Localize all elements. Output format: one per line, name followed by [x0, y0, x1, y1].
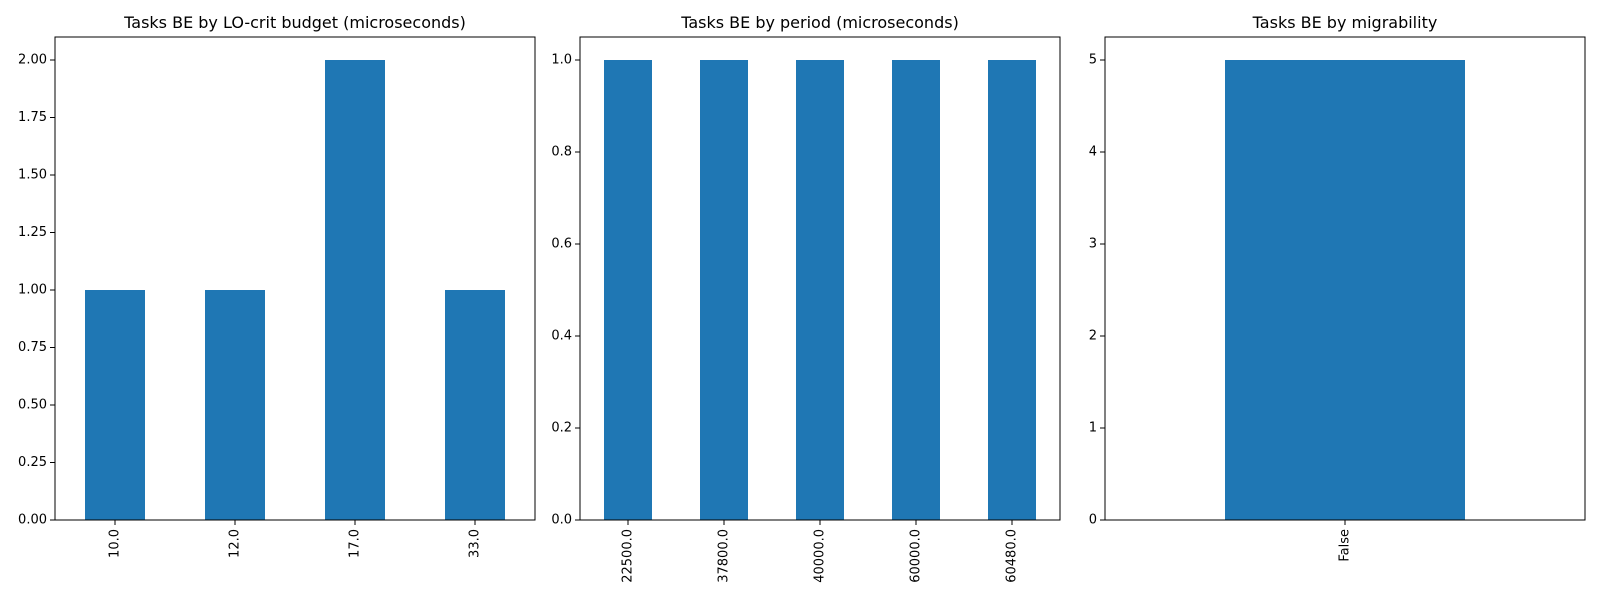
y-tick-label-period-5: 1.0 [551, 53, 572, 68]
y-tick-label-migrability-4: 4 [1089, 145, 1097, 160]
x-tick-label-migrability-0: False [1338, 529, 1353, 562]
x-axis-period: 22500.0 37800.0 40000.0 60000.0 60480.0 [621, 520, 1020, 583]
y-tick-label-budget-7: 1.75 [18, 110, 47, 125]
y-tick-label-budget-5: 1.25 [18, 225, 47, 240]
bar-budget-3 [445, 290, 505, 520]
y-tick-label-period-2: 0.4 [551, 329, 572, 344]
chart-migrability: Tasks BE by migrability 0 1 2 3 4 5 False [1089, 13, 1586, 562]
x-axis-budget: 10.0 12.0 17.0 33.0 [108, 520, 483, 558]
y-tick-label-budget-1: 0.25 [18, 455, 47, 470]
x-tick-label-period-0: 22500.0 [621, 529, 636, 583]
y-tick-label-migrability-0: 0 [1089, 513, 1097, 528]
chart-title-budget: Tasks BE by LO-crit budget (microseconds… [123, 13, 466, 32]
plot-frame-period [579, 36, 1061, 521]
bar-budget-0 [85, 290, 145, 520]
bar-period-4 [988, 60, 1036, 520]
y-tick-label-migrability-5: 5 [1089, 53, 1097, 68]
bar-period-3 [892, 60, 940, 520]
y-tick-label-budget-0: 0.00 [18, 513, 47, 528]
x-tick-label-period-1: 37800.0 [717, 529, 732, 583]
x-tick-label-period-2: 40000.0 [813, 529, 828, 583]
y-tick-label-period-0: 0.0 [551, 513, 572, 528]
x-tick-label-budget-1: 12.0 [228, 529, 243, 558]
y-tick-label-period-4: 0.8 [551, 145, 572, 160]
x-axis-migrability: False [1338, 520, 1353, 562]
y-axis-migrability: 0 1 2 3 4 5 [1089, 53, 1105, 528]
y-tick-label-budget-3: 0.75 [18, 340, 47, 355]
x-tick-label-budget-2: 17.0 [348, 529, 363, 558]
y-tick-label-migrability-1: 1 [1089, 421, 1097, 436]
y-tick-label-budget-2: 0.50 [18, 398, 47, 413]
x-tick-label-period-4: 60480.0 [1005, 529, 1020, 583]
y-tick-label-migrability-2: 2 [1089, 329, 1097, 344]
bars-period [604, 60, 1036, 520]
y-tick-label-budget-8: 2.00 [18, 53, 47, 68]
plot-frame-budget [54, 36, 536, 521]
bar-budget-2 [325, 60, 385, 520]
x-tick-label-period-3: 60000.0 [909, 529, 924, 583]
x-tick-label-budget-0: 10.0 [108, 529, 123, 558]
bars-budget [85, 60, 505, 520]
bars-migrability [1225, 60, 1465, 520]
bar-period-2 [796, 60, 844, 520]
y-tick-label-migrability-3: 3 [1089, 237, 1097, 252]
y-tick-label-period-1: 0.2 [551, 421, 572, 436]
plot-frame-migrability [1104, 36, 1586, 521]
bar-budget-1 [205, 290, 265, 520]
chart-title-migrability: Tasks BE by migrability [1252, 13, 1438, 32]
x-tick-label-budget-3: 33.0 [468, 529, 483, 558]
y-tick-label-period-3: 0.6 [551, 237, 572, 252]
chart-budget: Tasks BE by LO-crit budget (microseconds… [18, 13, 536, 558]
y-tick-label-budget-4: 1.00 [18, 283, 47, 298]
bar-period-0 [604, 60, 652, 520]
bar-period-1 [700, 60, 748, 520]
y-axis-budget: 0.00 0.25 0.50 0.75 1.00 1.25 1.50 1.75 2.00 [18, 53, 55, 528]
y-tick-label-budget-6: 1.50 [18, 168, 47, 183]
bar-migrability-0 [1225, 60, 1465, 520]
y-axis-period: 0.0 0.2 0.4 0.6 0.8 1.0 [551, 53, 580, 528]
chart-period: Tasks BE by period (microseconds) 0.0 0.2… [551, 13, 1061, 583]
chart-title-period: Tasks BE by period (microseconds) [680, 13, 959, 32]
